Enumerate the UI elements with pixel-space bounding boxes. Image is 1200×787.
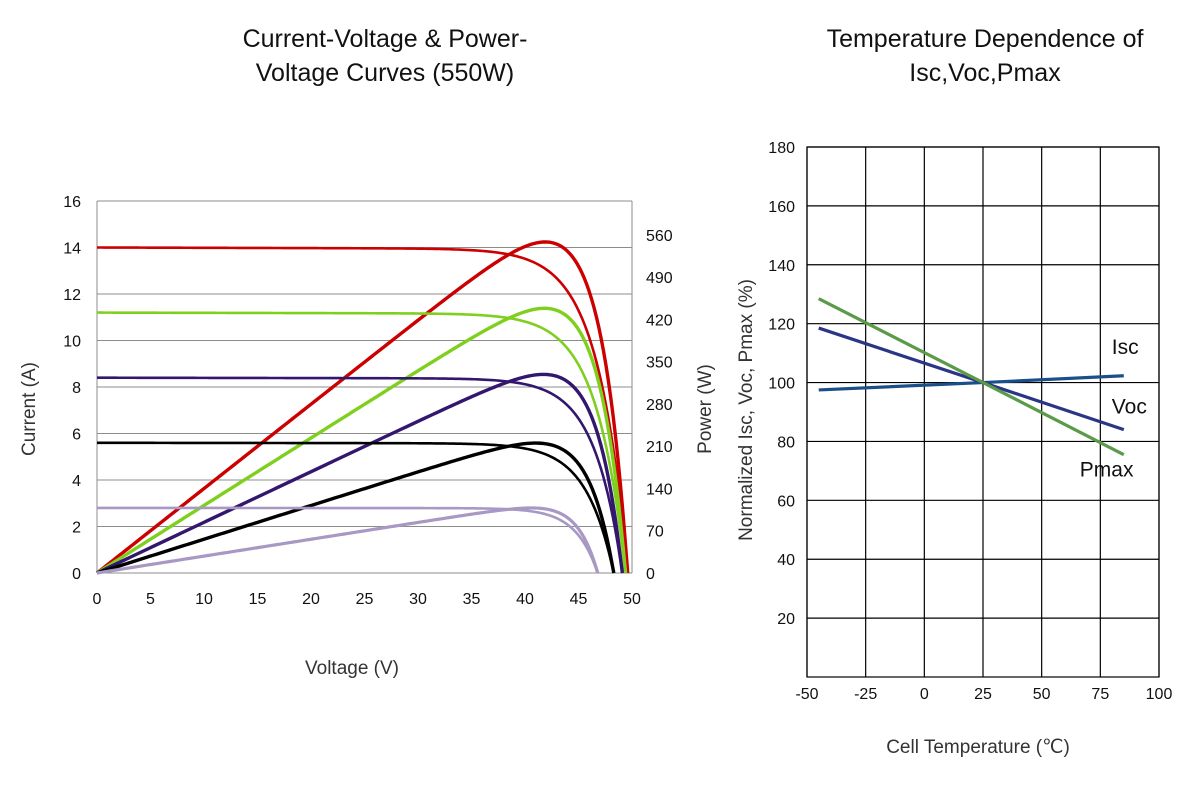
temp-y-tick-label: 120 — [768, 317, 795, 334]
pv-curve-4 — [96, 506, 600, 575]
iv-x-tick-label: 45 — [570, 591, 588, 608]
iv-x-tick-label: 20 — [302, 591, 320, 608]
iv-x-tick-label: 0 — [93, 591, 102, 608]
iv-x-tick-label: 50 — [623, 591, 641, 608]
iv-curve-2 — [97, 376, 624, 574]
iv-x-axis-label: Voltage (V) — [305, 658, 399, 679]
temp-chart-title: Temperature Dependence of Isc,Voc,Pmax — [770, 22, 1200, 90]
temp-lines: Isc Voc Pmax — [818, 297, 1147, 482]
temp-plot-frame — [806, 146, 1160, 678]
pv-curve-2 — [96, 372, 625, 575]
iv-y2-tick-label: 140 — [646, 481, 673, 498]
temp-y-tick-label: 180 — [768, 140, 795, 157]
temp-grid — [806, 146, 1160, 678]
iv-curve-3 — [97, 441, 616, 574]
iv-curve-0 — [96, 246, 630, 574]
iv-x-tick-label: 25 — [356, 591, 374, 608]
iv-y2-axis-label: Power (W) — [695, 364, 716, 454]
temp-series-label-voc: Voc — [1112, 396, 1147, 419]
iv-y2-tick-label: 350 — [646, 355, 673, 372]
iv-y2-tick-label: 490 — [646, 270, 673, 287]
temp-line-voc — [818, 326, 1125, 432]
iv-y-tick-label: 8 — [72, 380, 81, 397]
iv-pv-chart: 0 2 4 6 8 10 12 14 16 0 70 140 210 280 350 420 490 560 0 5 1… — [19, 194, 716, 679]
temp-series-label-pmax: Pmax — [1080, 459, 1134, 482]
temp-x-tick-label: 25 — [974, 686, 992, 703]
iv-x-tick-label: 15 — [249, 591, 267, 608]
temp-y-tick-label: 80 — [777, 434, 795, 451]
iv-y-tick-label: 10 — [63, 334, 81, 351]
temp-chart-title-line2: Isc,Voc,Pmax — [909, 59, 1061, 87]
temp-line-isc — [818, 374, 1124, 392]
temp-y-tick-label: 140 — [768, 258, 795, 275]
temp-y-tick-label: 100 — [768, 376, 795, 393]
temp-ticks: 20 40 60 80 100 120 140 160 180 -50 -25 0 25 50 75 100 — [768, 140, 1172, 703]
iv-y-tick-label: 16 — [63, 194, 81, 211]
iv-y2-tick-label: 280 — [646, 397, 673, 414]
iv-chart-title: Current-Voltage & Power- Voltage Curves … — [160, 22, 610, 90]
temp-y-tick-label: 20 — [777, 611, 795, 628]
iv-x-tick-label: 40 — [516, 591, 534, 608]
temp-x-tick-label: 75 — [1091, 686, 1109, 703]
iv-x-tick-label: 30 — [409, 591, 427, 608]
temp-chart-title-line1: Temperature Dependence of — [826, 25, 1144, 53]
temp-x-tick-label: -25 — [854, 686, 877, 703]
iv-chart-title-line2: Voltage Curves (550W) — [255, 59, 515, 87]
pv-curve-0 — [95, 240, 630, 575]
temp-y-tick-label: 40 — [777, 552, 795, 569]
iv-y-tick-label: 0 — [72, 566, 81, 583]
iv-y2-tick-label: 70 — [646, 524, 664, 541]
iv-ticks: 0 2 4 6 8 10 12 14 16 0 70 140 210 280 350 420 490 560 0 5 1… — [63, 194, 673, 608]
iv-x-tick-label: 5 — [146, 591, 155, 608]
iv-y2-tick-label: 210 — [646, 439, 673, 456]
iv-y2-tick-label: 0 — [646, 566, 655, 583]
temp-x-tick-label: 100 — [1146, 686, 1173, 703]
temp-y-tick-label: 60 — [777, 493, 795, 510]
iv-curves — [95, 240, 630, 575]
temp-x-axis-label: Cell Temperature (℃) — [886, 737, 1070, 758]
iv-y-tick-label: 12 — [63, 287, 81, 304]
temp-series-label-isc: Isc — [1112, 336, 1139, 359]
iv-x-tick-label: 10 — [195, 591, 213, 608]
iv-y-tick-label: 6 — [72, 427, 81, 444]
pv-curve-3 — [96, 441, 616, 575]
iv-y-tick-label: 2 — [72, 520, 81, 537]
temp-y-tick-label: 160 — [768, 199, 795, 216]
temp-line-pmax — [818, 297, 1125, 457]
temp-x-tick-label: 50 — [1033, 686, 1051, 703]
temp-x-tick-label: 0 — [920, 686, 929, 703]
temp-x-tick-label: -50 — [795, 686, 818, 703]
iv-y2-tick-label: 560 — [646, 228, 673, 245]
iv-y-tick-label: 4 — [72, 473, 81, 490]
iv-y2-tick-label: 420 — [646, 312, 673, 329]
iv-curve-1 — [96, 311, 627, 574]
iv-y-axis-label: Current (A) — [19, 362, 40, 456]
iv-y-tick-label: 14 — [63, 241, 81, 258]
iv-curve-4 — [97, 506, 599, 574]
iv-chart-title-line1: Current-Voltage & Power- — [242, 25, 528, 53]
pv-curve-1 — [96, 306, 628, 575]
iv-x-tick-label: 35 — [463, 591, 481, 608]
